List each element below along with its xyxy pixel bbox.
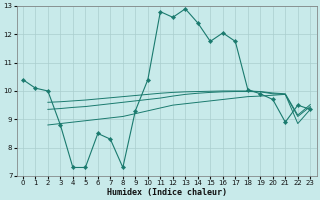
X-axis label: Humidex (Indice chaleur): Humidex (Indice chaleur) — [107, 188, 227, 197]
